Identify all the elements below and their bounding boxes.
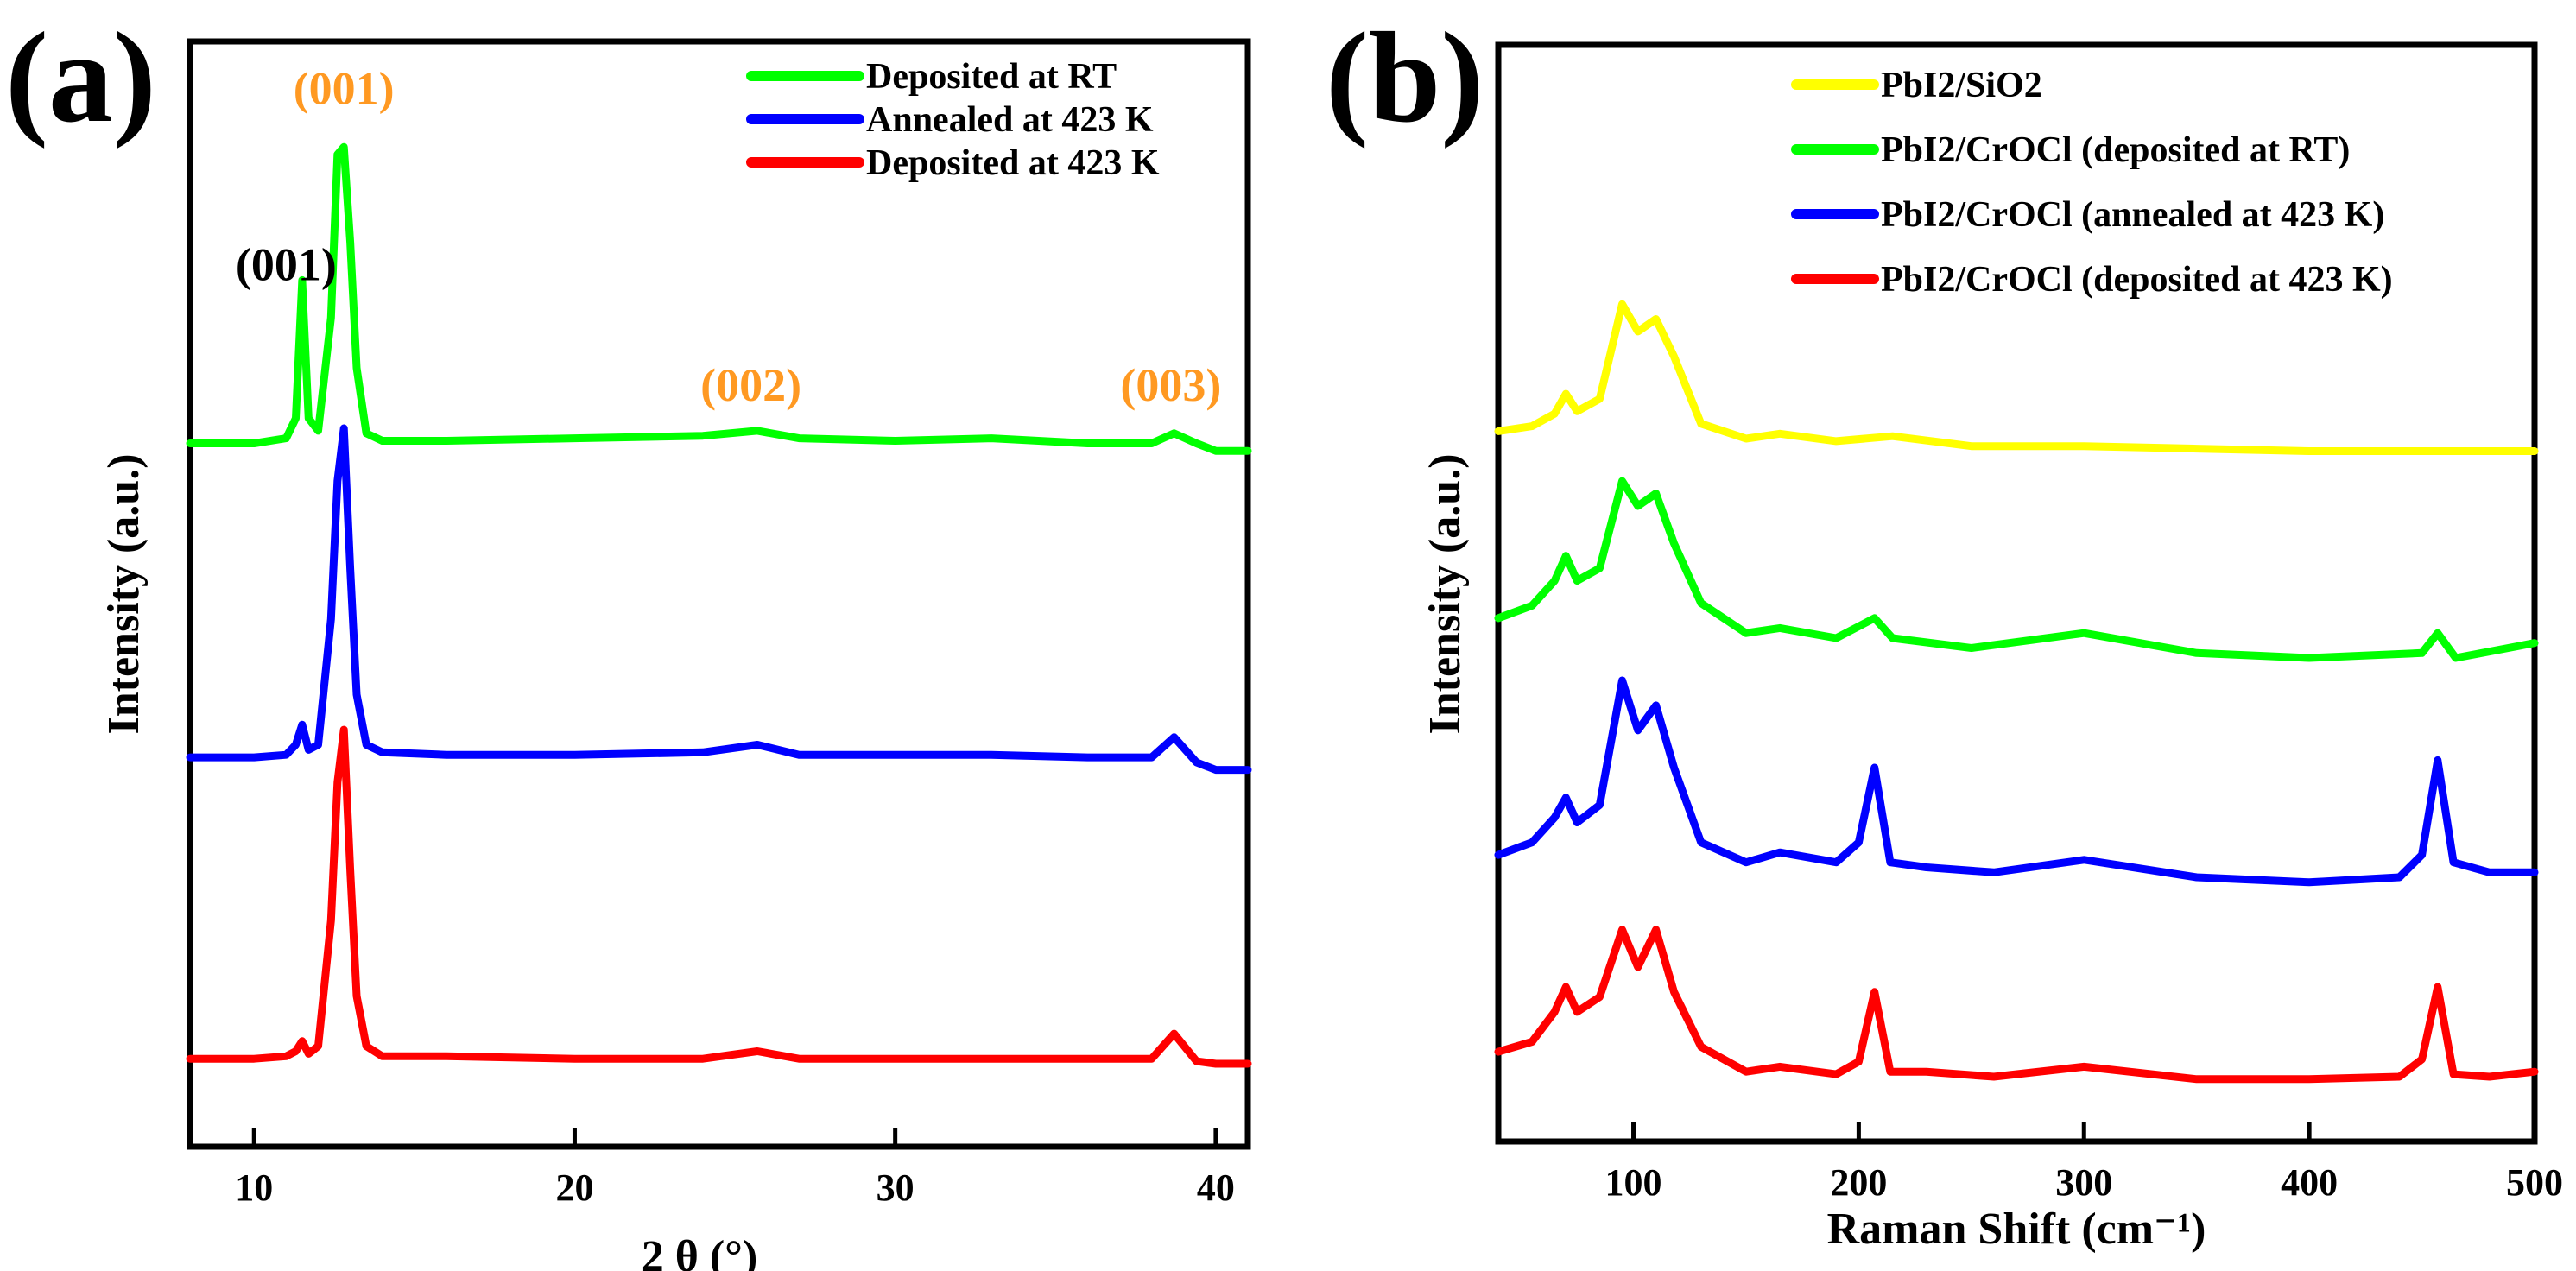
panel-a-y-axis-label: Intensity (a.u.) <box>99 453 149 734</box>
panel-a-peak-annotation: (002) <box>700 359 801 411</box>
panel-b-legend-label-3: PbI2/CrOCl (deposited at 423 K) <box>1881 260 2393 300</box>
panel-a-legend-label-0: Deposited at RT <box>866 57 1117 97</box>
panel-b-series-line-1 <box>1494 477 2539 662</box>
panel-a-series-line-0 <box>186 142 1252 455</box>
panel-a-annotations: (001) (001) (002) (003) <box>236 63 1222 411</box>
panel-b-legend-label-0: PbI2/SiO2 <box>1881 66 2042 105</box>
panel-b-label: (b) <box>1326 6 1484 149</box>
panel-a-legend-label-2: Deposited at 423 K <box>866 143 1160 183</box>
panel-b-x-axis-label: Raman Shift (cm⁻¹) <box>1827 1205 2206 1254</box>
panel-a-plot-frame <box>187 38 1251 1150</box>
panel-a-series <box>186 142 1252 1068</box>
panel-b-legend-label-1: PbI2/CrOCl (deposited at RT) <box>1881 130 2350 170</box>
panel-b-legend: PbI2/SiO2 PbI2/CrOCl (deposited at RT) PbI… <box>1791 66 2393 300</box>
panel-b-x-tick-label: 300 <box>2055 1161 2112 1204</box>
panel-a-x-tick-label: 30 <box>877 1167 915 1209</box>
panel-b-x-tick-label: 500 <box>2506 1161 2563 1204</box>
panel-b-legend-label-2: PbI2/CrOCl (annealed at 423 K) <box>1881 195 2384 235</box>
panel-b-series-line-3 <box>1494 926 2539 1084</box>
panel-a-peak-annotation: (001) <box>236 238 337 290</box>
panel-a-legend-label-1: Annealed at 423 K <box>866 100 1154 140</box>
panel-a: (a) 10 20 30 40 (001) (001) (002) (003) Deposi… <box>5 6 1252 1271</box>
panel-b-series <box>1494 300 2539 1084</box>
panel-b-x-tick-label: 400 <box>2281 1161 2338 1204</box>
panel-a-series-line-1 <box>186 424 1252 775</box>
panel-b-x-tick-label: 100 <box>1605 1161 1662 1204</box>
panel-b-series-line-2 <box>1494 676 2539 887</box>
panel-a-x-tick-label: 10 <box>235 1167 273 1209</box>
panel-b-series-line-0 <box>1494 300 2539 455</box>
panel-a-x-tick-label: 20 <box>555 1167 593 1209</box>
panel-a-x-tick-label: 40 <box>1197 1167 1235 1209</box>
panel-a-peak-annotation: (003) <box>1120 359 1221 411</box>
panel-a-label: (a) <box>5 6 156 149</box>
panel-a-x-axis-label: 2 θ (°) <box>642 1232 758 1271</box>
panel-a-x-ticks: 10 20 30 40 <box>235 1128 1235 1209</box>
panel-b-x-ticks: 100 200 300 400 500 <box>1605 1122 2563 1204</box>
panel-b-plot-frame <box>1495 41 2538 1145</box>
panel-b-y-axis-label: Intensity (a.u.) <box>1421 453 1470 734</box>
panel-b-x-tick-label: 200 <box>1830 1161 1887 1204</box>
panel-a-series-line-2 <box>186 725 1252 1068</box>
panel-a-peak-annotation: (001) <box>294 63 395 115</box>
panel-b: (b) 100 200 300 400 500 PbI2/SiO2 PbI2/CrOCl … <box>1326 6 2563 1254</box>
